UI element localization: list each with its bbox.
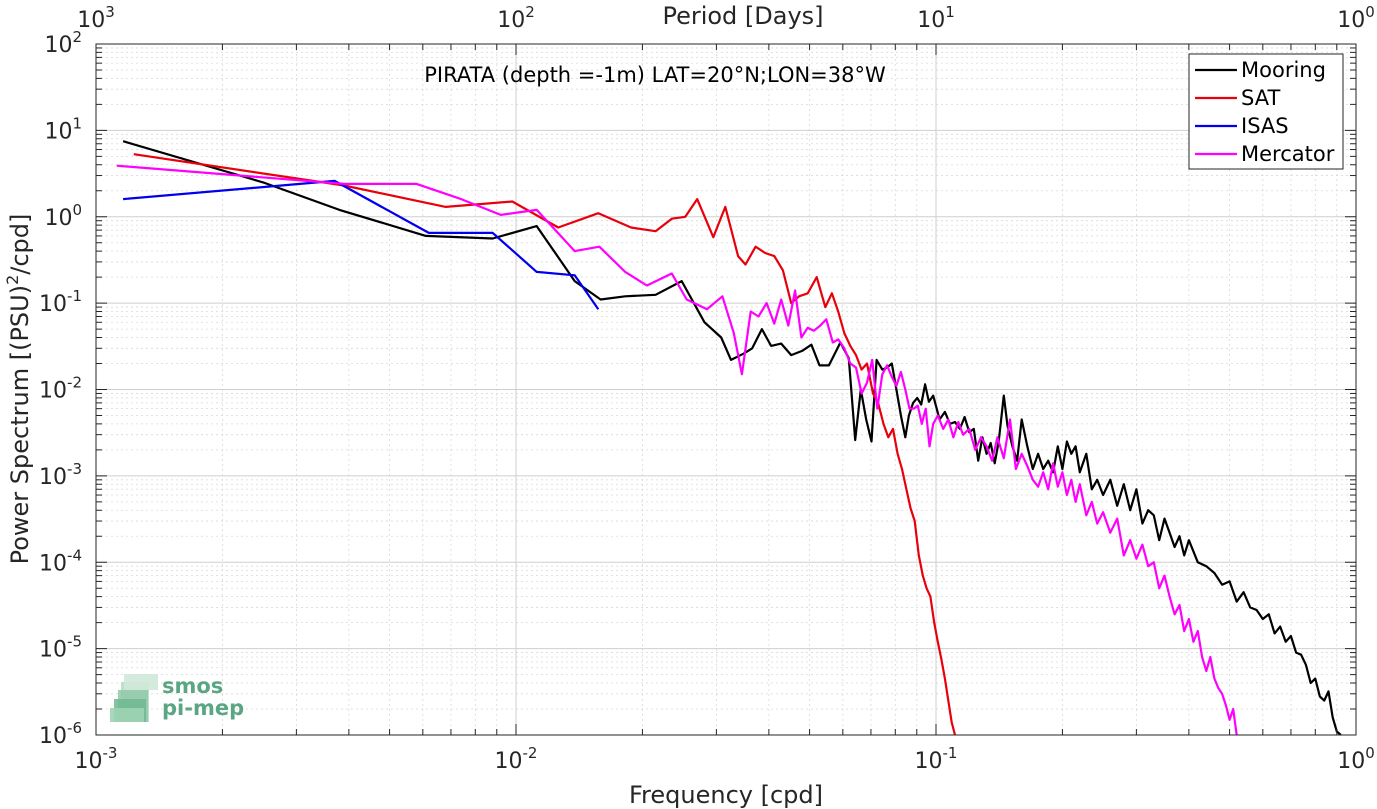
series-line-mercator [116, 164, 1238, 735]
x-tick-label: 10-3 [75, 744, 118, 774]
y-tick-base: 10 [44, 206, 72, 231]
y-tick-exponent: -4 [67, 546, 82, 564]
bottom-tick-labels: 10-3 10-2 10-1 100 [75, 744, 1375, 774]
y-axis-title-sup: 2 [3, 275, 22, 285]
y-tick-base: 10 [39, 551, 67, 576]
top-tick-exponent: 2 [525, 3, 535, 21]
y-tick-exponent: -1 [67, 287, 82, 305]
smos-logo-mark [110, 674, 158, 722]
y-tick-label: 10-3 [39, 460, 82, 490]
top-tick-base: 10 [497, 8, 525, 33]
y-tick-label: 10-6 [39, 719, 82, 749]
y-tick-exponent: -3 [67, 460, 82, 478]
y-tick-label: 10-2 [39, 374, 82, 404]
series-line-sat [133, 153, 957, 735]
x-axis-title: Frequency [cpd] [629, 781, 823, 809]
x-tick-base: 10 [915, 749, 943, 774]
y-tick-base: 10 [39, 724, 67, 749]
top-tick-label: 102 [497, 3, 535, 33]
y-tick-label: 101 [44, 114, 82, 144]
top-tick-label: 100 [1337, 3, 1375, 33]
y-axis-title: Power Spectrum [(PSU)2/cpd] [3, 214, 34, 565]
tick-marks [95, 43, 1357, 736]
y-tick-label: 10-1 [39, 287, 82, 317]
top-axis-title: Period [Days] [662, 2, 823, 30]
y-tick-base: 10 [39, 465, 67, 490]
top-tick-labels: 103 102 101 100 [77, 3, 1375, 33]
top-tick-base: 10 [917, 8, 945, 33]
legend-label-sat: SAT [1241, 86, 1280, 110]
y-tick-label: 100 [44, 201, 82, 231]
y-tick-label: 102 [44, 28, 82, 58]
y-tick-exponent: -2 [67, 374, 82, 392]
x-tick-exponent: -2 [523, 744, 538, 762]
x-tick-exponent: -1 [943, 744, 958, 762]
x-tick-label: 10-1 [915, 744, 958, 774]
legend-label-mooring: Mooring [1241, 58, 1326, 82]
x-tick-exponent: -3 [103, 744, 118, 762]
y-tick-exponent: 0 [72, 201, 82, 219]
y-tick-label: 10-5 [39, 633, 82, 663]
y-tick-base: 10 [39, 379, 67, 404]
smos-logo: smos pi-mep [110, 674, 244, 722]
y-tick-exponent: 1 [72, 114, 82, 132]
chart-annotation: PIRATA (depth =-1m) LAT=20°N;LON=38°W [424, 63, 886, 87]
series-line-mooring [122, 140, 1342, 735]
y-tick-base: 10 [39, 292, 67, 317]
legend-box [1188, 53, 1344, 170]
x-tick-label: 10-2 [495, 744, 538, 774]
smos-logo-line2: pi-mep [162, 696, 244, 720]
y-tick-base: 10 [44, 119, 72, 144]
x-tick-base: 10 [1337, 749, 1365, 774]
y-tick-label: 10-4 [39, 546, 82, 576]
y-axis-title-main: Power Spectrum [(PSU) [6, 285, 34, 564]
top-tick-base: 10 [1337, 8, 1365, 33]
y-axis-title-tail: /cpd] [6, 214, 34, 275]
series-line-isas [123, 179, 600, 310]
top-tick-exponent: 0 [1365, 3, 1375, 21]
top-tick-exponent: 3 [105, 3, 115, 21]
top-tick-label: 101 [917, 3, 955, 33]
x-tick-label: 100 [1337, 744, 1375, 774]
top-tick-exponent: 1 [945, 3, 955, 21]
legend: Mooring SAT ISAS Mercator [1188, 53, 1344, 170]
x-tick-base: 10 [75, 749, 103, 774]
series-group [116, 140, 1342, 735]
y-tick-exponent: -6 [67, 719, 82, 737]
legend-label-mercator: Mercator [1241, 142, 1335, 166]
top-tick-base: 10 [77, 8, 105, 33]
y-tick-base: 10 [44, 33, 72, 58]
legend-label-isas: ISAS [1241, 114, 1289, 138]
legend-items: Mooring SAT ISAS Mercator [1195, 58, 1335, 166]
y-tick-base: 10 [39, 638, 67, 663]
y-tick-exponent: 2 [72, 28, 82, 46]
top-tick-label: 103 [77, 3, 115, 33]
y-tick-exponent: -5 [67, 633, 82, 651]
x-tick-exponent: 0 [1365, 744, 1375, 762]
smos-logo-line1: smos [162, 674, 223, 698]
x-tick-base: 10 [495, 749, 523, 774]
